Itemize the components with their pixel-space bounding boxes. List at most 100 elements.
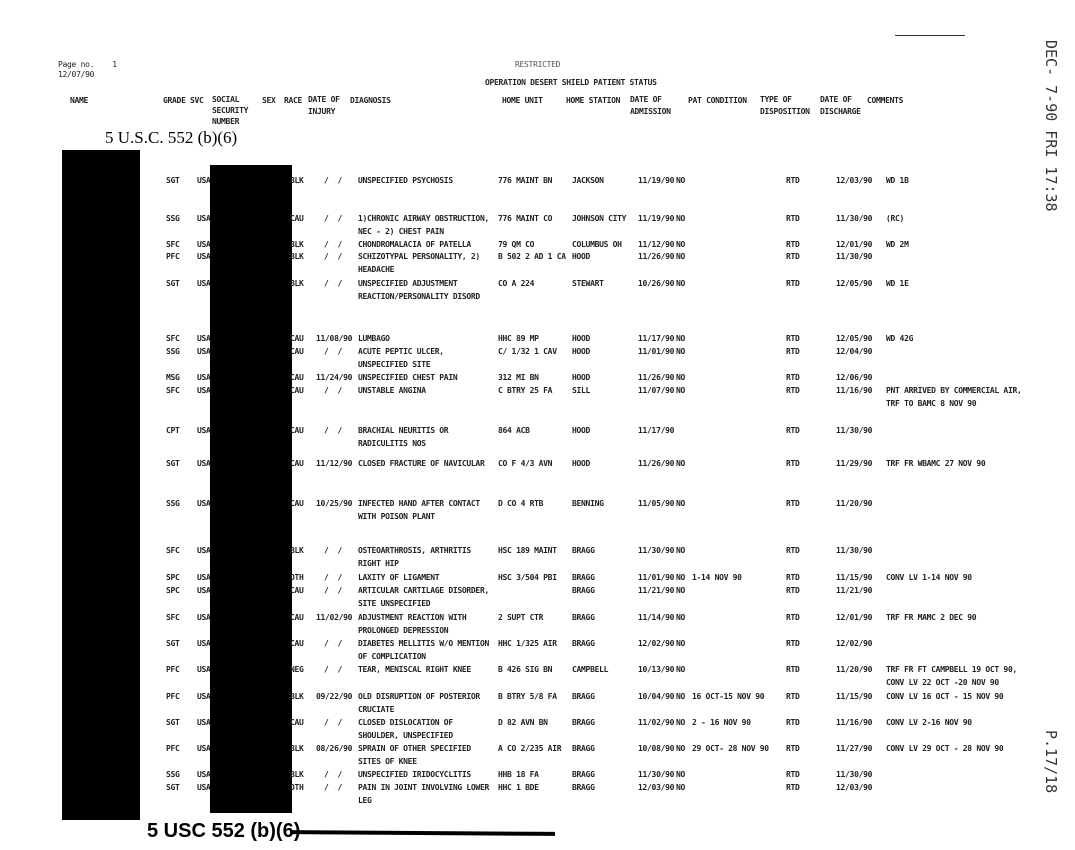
cell-svc: USA (197, 783, 211, 792)
cell-injury: 08/26/90 (316, 744, 353, 753)
cell-race: CAU (290, 386, 304, 395)
cell-grade: PFC (166, 252, 180, 261)
cell-pat: NO (676, 240, 686, 249)
cell-pat: NO (676, 176, 686, 185)
cell-dis: 11/30/90 (836, 770, 873, 779)
cell-adm: 11/30/90 (638, 770, 675, 779)
cell-disp: RTD (786, 639, 800, 648)
cell-adm: 11/17/90 (638, 334, 675, 343)
cell-adm: 11/01/90 (638, 347, 675, 356)
cell-station: HOOD (572, 373, 591, 382)
cell-disp: RTD (786, 613, 800, 622)
cell-disp: RTD (786, 426, 800, 435)
cell-unit: 79 QM CO (498, 240, 535, 249)
cell-station: BRAGG (572, 546, 595, 555)
cell-unit: B 426 SIG BN (498, 665, 553, 674)
foia-exemption-stamp: 5 USC 552 (b)(6) (147, 820, 301, 842)
cell-unit: HHC 1 BDE (498, 783, 539, 792)
cell-svc: USA (197, 770, 211, 779)
cell-pat: NO (676, 586, 686, 595)
cell-grade: SGT (166, 639, 180, 648)
cell-svc: USA (197, 426, 211, 435)
cell-race: BLK (290, 252, 304, 261)
cell-diagnosis: CLOSED FRACTURE OF NAVICULAR (358, 459, 485, 468)
cell-unit: HSC 189 MAINT (498, 546, 557, 555)
cell-injury: 09/22/90 (316, 692, 353, 701)
cell-unit: C BTRY 25 FA (498, 386, 553, 395)
cell-grade: SGT (166, 718, 180, 727)
cell-injury: / / (324, 426, 343, 435)
cell-pat: NO (676, 573, 686, 582)
cell-disp: RTD (786, 347, 800, 356)
cell-svc: USA (197, 573, 211, 582)
cell-race: BLK (290, 770, 304, 779)
cell-station: HOOD (572, 459, 591, 468)
cell-station: JOHNSON CITY (572, 214, 627, 223)
cell-grade: PFC (166, 692, 180, 701)
cell-diagnosis: CLOSED DISLOCATION OF SHOULDER, UNSPECIF… (358, 718, 453, 740)
cell-injury: / / (324, 279, 343, 288)
cell-svc: USA (197, 546, 211, 555)
cell-station: HOOD (572, 347, 591, 356)
report-date: 12/07/90 (58, 70, 95, 79)
cell-pat: NO (676, 459, 686, 468)
cell-race: BLK (290, 744, 304, 753)
cell-comments: CONV LV 1-14 NOV 90 (886, 573, 972, 582)
cell-dis: 12/05/90 (836, 334, 873, 343)
cell-race: OTH (290, 573, 304, 582)
cell-unit: D CO 4 RTB (498, 499, 544, 508)
cell-pat: NO (676, 252, 686, 261)
cell-adm: 11/07/90 (638, 386, 675, 395)
cell-dis: 11/15/90 (836, 692, 873, 701)
cell-injury: / / (324, 386, 343, 395)
cell-diagnosis: UNSPECIFIED IRIDOCYCLITIS (358, 770, 471, 779)
cell-svc: USA (197, 240, 211, 249)
col-discharge: DATE OF DISCHARGE (820, 95, 861, 116)
cell-race: CAU (290, 499, 304, 508)
cell-dis: 12/04/90 (836, 347, 873, 356)
cell-station: JACKSON (572, 176, 604, 185)
cell-disp: RTD (786, 459, 800, 468)
cell-race: BLK (290, 692, 304, 701)
cell-disp: RTD (786, 240, 800, 249)
cell-race: CAU (290, 373, 304, 382)
cell-station: STEWART (572, 279, 604, 288)
cell-comments: WD 42G (886, 334, 914, 343)
cell-dis: 11/20/90 (836, 665, 873, 674)
col-name: NAME (70, 96, 89, 105)
cell-comments: TRF FR WBAMC 27 NOV 90 (886, 459, 986, 468)
cell-adm: 11/26/90 (638, 459, 675, 468)
cell-pat: NO (676, 639, 686, 648)
cell-race: CAU (290, 613, 304, 622)
cell-injury: / / (324, 252, 343, 261)
cell-leave: 1-14 NOV 90 (692, 573, 742, 582)
col-pat-condition: PAT CONDITION (688, 96, 747, 105)
cell-station: CAMPBELL (572, 665, 609, 674)
cell-adm: 10/13/90 (638, 665, 675, 674)
cell-comments: WD 2M (886, 240, 909, 249)
cell-adm: 11/26/90 (638, 373, 675, 382)
cell-injury: / / (324, 240, 343, 249)
cell-pat: NO (676, 718, 686, 727)
cell-adm: 12/03/90 (638, 783, 675, 792)
classification-marking: RESTRICTED (515, 60, 561, 69)
cell-dis: 11/30/90 (836, 214, 873, 223)
cell-injury: / / (324, 546, 343, 555)
cell-comments: (RC) (886, 214, 905, 223)
cell-race: NEG (290, 665, 304, 674)
page-number: Page no. 1 (58, 60, 117, 69)
cell-leave: 2 - 16 NOV 90 (692, 718, 751, 727)
cell-diagnosis: 1)CHRONIC AIRWAY OBSTRUCTION, NEC - 2) C… (358, 214, 489, 236)
cell-leave: 16 OCT-15 NOV 90 (692, 692, 765, 701)
cell-injury: / / (324, 214, 343, 223)
cell-disp: RTD (786, 386, 800, 395)
cell-grade: SFC (166, 613, 180, 622)
cell-race: CAU (290, 639, 304, 648)
cell-disp: RTD (786, 499, 800, 508)
cell-unit: A CO 2/235 AIR (498, 744, 562, 753)
cell-unit: HHB 18 FA (498, 770, 539, 779)
cell-adm: 11/01/90 (638, 573, 675, 582)
cell-grade: SGT (166, 459, 180, 468)
cell-race: CAU (290, 459, 304, 468)
cell-adm: 11/14/90 (638, 613, 675, 622)
